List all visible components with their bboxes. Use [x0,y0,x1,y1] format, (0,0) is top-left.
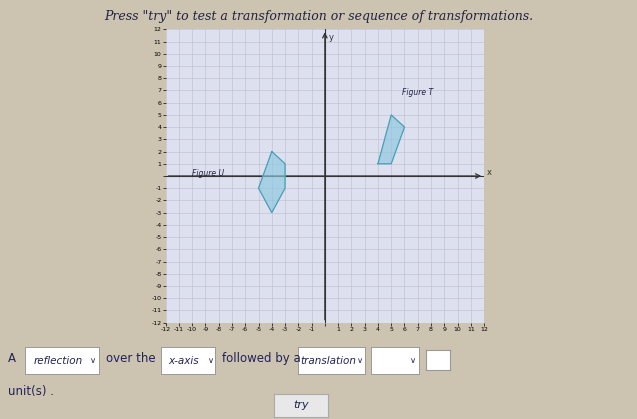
Text: A: A [8,352,16,365]
Text: reflection: reflection [34,356,83,365]
Text: ∨: ∨ [90,356,96,365]
Text: ∨: ∨ [357,356,362,365]
Text: ∨: ∨ [208,356,214,365]
Text: y: y [329,33,334,42]
Text: translation: translation [300,356,356,365]
Text: Press "try" to test a transformation or sequence of transformations.: Press "try" to test a transformation or … [104,10,533,23]
Text: followed by a: followed by a [222,352,301,365]
Text: Figure U: Figure U [192,169,224,178]
Text: unit(s) .: unit(s) . [8,385,54,398]
Text: x-axis: x-axis [169,356,199,365]
Text: ∨: ∨ [410,356,416,365]
Text: Figure T: Figure T [402,88,433,96]
Polygon shape [378,115,404,164]
Text: over the: over the [106,352,155,365]
Text: try: try [293,401,309,410]
Polygon shape [259,152,285,212]
Text: x: x [487,168,492,177]
